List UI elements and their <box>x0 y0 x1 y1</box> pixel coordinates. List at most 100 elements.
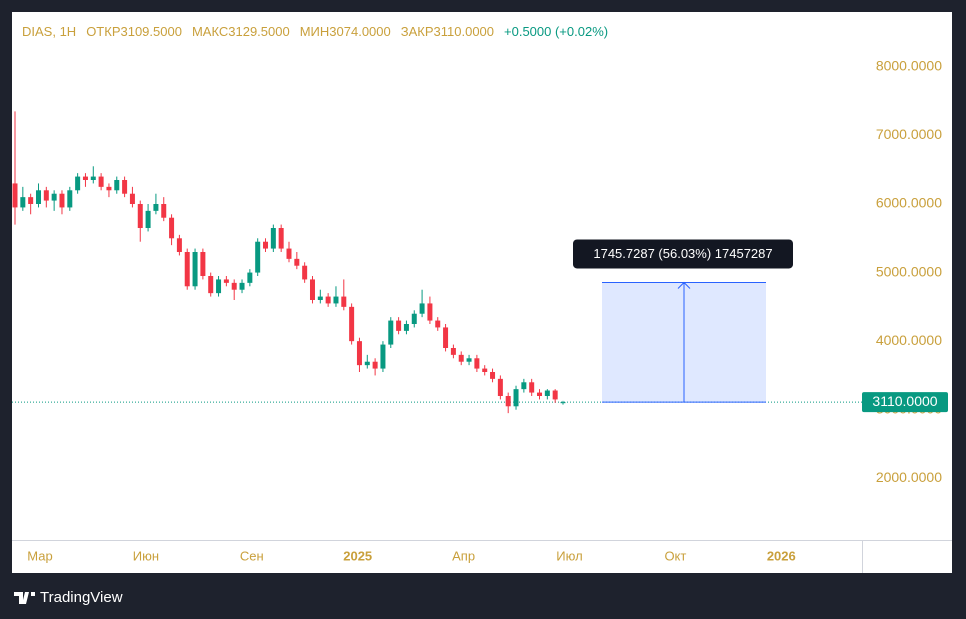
candle-body <box>106 186 112 191</box>
candle-body <box>411 313 417 324</box>
candle-body <box>255 241 261 273</box>
candle-body <box>317 296 323 300</box>
candle-body <box>497 378 503 396</box>
x-tick-label: 2025 <box>343 548 372 563</box>
candle-body <box>372 361 378 369</box>
candle-body <box>482 368 488 372</box>
candle-body <box>435 320 441 328</box>
candle-body <box>263 241 269 249</box>
logo <box>14 592 35 604</box>
candle-body <box>364 361 370 366</box>
measure-arrowhead <box>677 281 691 289</box>
candle-body <box>12 183 18 208</box>
candle-body <box>286 248 292 259</box>
candle-body <box>552 390 558 400</box>
candle-body <box>129 193 135 204</box>
candle-body <box>544 390 550 396</box>
candle-body <box>35 190 41 204</box>
candle-body <box>505 396 511 407</box>
price-tag-label: 3110.0000 <box>872 393 937 409</box>
candle-body <box>192 252 198 287</box>
candle-body <box>403 324 409 331</box>
candle-body <box>247 272 253 283</box>
candle-body <box>521 382 527 390</box>
x-tick-label: Апр <box>452 548 475 563</box>
candle-body <box>278 228 284 249</box>
header-label: МИН <box>300 24 330 39</box>
panel <box>12 12 952 573</box>
measure-tooltip <box>573 239 793 269</box>
candle-body <box>231 282 237 290</box>
candle-body <box>537 392 543 396</box>
candle-body <box>239 282 245 290</box>
candle-body <box>529 382 535 393</box>
x-tick-label: 2026 <box>767 548 796 563</box>
header: DIAS, 1H ОТКР3109.5000 МАКС3129.5000 МИН307… <box>22 24 608 39</box>
x-tick-label: Сен <box>240 548 264 563</box>
candle-body <box>270 228 276 249</box>
candle-body <box>325 296 331 304</box>
candle-body <box>20 197 26 208</box>
candle-body <box>302 265 308 280</box>
x-tick-label: Окт <box>664 548 686 563</box>
y-tick-label: 8000.0000 <box>876 58 942 74</box>
x-tick-label: Июл <box>556 548 582 563</box>
candle-body <box>200 252 206 276</box>
measure-label: 1745.7287 (56.03%) 17457287 <box>593 246 772 261</box>
x-tick-label: Мар <box>27 548 52 563</box>
x-tick-label: Июн <box>133 548 159 563</box>
plot: 1745.7287 (56.03%) 17457287 <box>12 111 862 414</box>
y-tick-label: 4000.0000 <box>876 332 942 348</box>
candle-body <box>356 341 362 366</box>
candle-body <box>419 303 425 314</box>
price-tag <box>862 392 948 413</box>
candle-body <box>145 210 151 228</box>
y-tick-label: 5000.0000 <box>876 263 942 279</box>
header-value: 3110.0000 <box>434 24 495 39</box>
header-label: МАКС <box>192 24 228 39</box>
candle-body <box>208 276 214 294</box>
candle-body <box>560 402 566 404</box>
candle-body <box>161 204 167 218</box>
header-value: 3109.5000 <box>120 24 181 39</box>
candle-body <box>333 296 339 304</box>
y-tick-label: 2000.0000 <box>876 469 942 485</box>
candle-body <box>490 372 496 379</box>
header-value: 3129.5000 <box>228 24 289 39</box>
candle-body <box>349 306 355 342</box>
brand-name: TradingView <box>40 589 123 606</box>
candle-body <box>82 176 88 180</box>
candle-body <box>28 197 34 204</box>
candle-body <box>59 193 65 208</box>
header-label: ОТКР <box>86 24 120 39</box>
candle-body <box>153 204 159 211</box>
header-value: 3074.0000 <box>329 24 390 39</box>
candle-body <box>67 190 73 208</box>
candle-body <box>474 358 480 369</box>
candle-body <box>458 354 464 362</box>
candle-body <box>90 176 96 180</box>
candle-body <box>43 190 49 201</box>
candle-body <box>51 193 57 201</box>
candle-body <box>396 320 402 331</box>
candle-body <box>466 358 472 362</box>
header-label: ЗАКР <box>401 24 434 39</box>
candle-body <box>223 279 229 283</box>
candle-body <box>513 389 519 407</box>
branding: TradingView <box>14 589 123 606</box>
candle-body <box>388 320 394 345</box>
candle-body <box>380 344 386 369</box>
candle-body <box>427 303 433 321</box>
candle-body <box>216 279 222 294</box>
y-tick-label: 7000.0000 <box>876 126 942 142</box>
symbol: DIAS, 1H <box>22 24 76 39</box>
change: +0.5000 (+0.02%) <box>504 24 608 39</box>
candle-body <box>114 180 120 191</box>
candle-body <box>176 238 182 252</box>
candle-body <box>122 180 128 194</box>
candle-body <box>443 327 449 348</box>
candle-body <box>294 258 300 266</box>
candle-body <box>98 176 104 187</box>
